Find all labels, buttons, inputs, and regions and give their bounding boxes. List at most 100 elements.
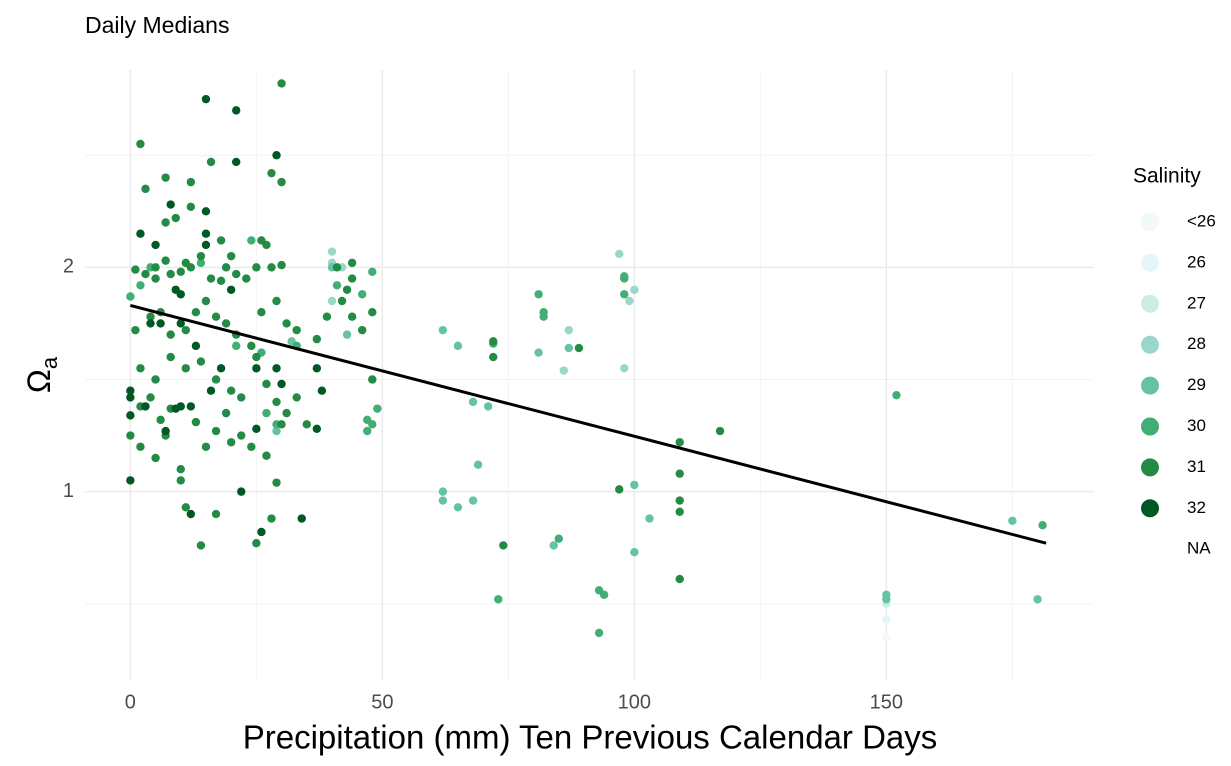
x-tick-label: 100 xyxy=(618,691,651,713)
point xyxy=(161,426,170,436)
point xyxy=(156,415,165,425)
point xyxy=(211,426,221,436)
point xyxy=(226,251,236,261)
point xyxy=(201,442,211,451)
point xyxy=(226,285,236,294)
point xyxy=(136,139,145,149)
point xyxy=(166,200,175,209)
point xyxy=(267,263,276,272)
x-axis-label: Precipitation (mm) Ten Previous Calendar… xyxy=(243,719,938,756)
point xyxy=(292,325,301,335)
point xyxy=(373,404,382,413)
point xyxy=(196,258,206,268)
point xyxy=(675,496,684,505)
point xyxy=(191,417,201,427)
chart-title: Daily Medians xyxy=(85,12,229,38)
point xyxy=(272,397,281,407)
point xyxy=(630,285,639,294)
legend-title: Salinity xyxy=(1133,165,1201,188)
legend-key xyxy=(1141,294,1159,313)
point xyxy=(232,341,241,351)
point xyxy=(358,290,367,299)
point xyxy=(277,79,286,88)
legend: <26 26 27 28 29 30 31 32 NA xyxy=(1141,211,1216,558)
point xyxy=(146,393,155,402)
points xyxy=(126,79,1047,642)
point xyxy=(176,267,185,277)
point xyxy=(136,229,145,238)
point xyxy=(363,426,372,436)
point xyxy=(252,538,261,548)
point xyxy=(237,431,246,440)
y-axis-label: Ωa xyxy=(21,356,61,393)
point xyxy=(312,364,322,373)
point xyxy=(176,464,185,474)
point xyxy=(272,296,281,306)
point xyxy=(136,442,145,451)
point xyxy=(882,633,891,642)
point xyxy=(574,343,584,353)
point xyxy=(1008,516,1017,525)
legend-key xyxy=(1141,335,1159,354)
point xyxy=(594,628,604,638)
point xyxy=(151,274,160,283)
point xyxy=(625,296,634,306)
point xyxy=(126,411,135,420)
point xyxy=(151,453,160,463)
point xyxy=(232,157,241,167)
point xyxy=(201,229,211,238)
point xyxy=(206,274,216,283)
point xyxy=(257,308,266,317)
point xyxy=(186,509,196,519)
point xyxy=(468,397,478,407)
point xyxy=(221,408,231,418)
point xyxy=(196,357,206,366)
point xyxy=(564,343,574,353)
point xyxy=(473,460,483,469)
point xyxy=(262,240,271,250)
point xyxy=(136,281,145,290)
point xyxy=(126,386,135,395)
point xyxy=(302,420,311,429)
point xyxy=(277,420,286,429)
point xyxy=(206,157,216,167)
legend-label: <26 xyxy=(1187,211,1216,230)
point xyxy=(327,247,337,256)
point xyxy=(322,312,332,321)
point xyxy=(499,541,508,550)
point xyxy=(156,319,165,328)
x-tick-label: 50 xyxy=(371,691,393,713)
point xyxy=(368,308,377,317)
point xyxy=(196,251,206,261)
point xyxy=(277,177,286,187)
point xyxy=(368,420,377,429)
point xyxy=(131,325,140,335)
x-tick-label: 150 xyxy=(870,691,903,713)
legend-key xyxy=(1141,458,1159,477)
trend-line xyxy=(129,304,1047,545)
point xyxy=(126,292,135,301)
point xyxy=(494,595,503,604)
point xyxy=(216,236,226,245)
point xyxy=(146,319,155,328)
point xyxy=(191,341,201,351)
point xyxy=(282,319,291,328)
point xyxy=(282,408,291,418)
point xyxy=(312,334,322,344)
point xyxy=(549,541,558,550)
point xyxy=(136,364,145,373)
point xyxy=(176,290,185,299)
y-axis-symbol: Ω xyxy=(21,369,57,393)
point xyxy=(645,514,654,523)
legend-key xyxy=(1141,213,1159,231)
point xyxy=(332,281,342,290)
point xyxy=(161,218,170,227)
point xyxy=(191,308,201,317)
point xyxy=(161,173,170,182)
point xyxy=(1038,521,1047,530)
legend-label: 30 xyxy=(1187,416,1206,435)
point xyxy=(453,341,463,351)
point xyxy=(226,438,236,447)
point xyxy=(232,269,241,279)
point xyxy=(206,386,216,395)
